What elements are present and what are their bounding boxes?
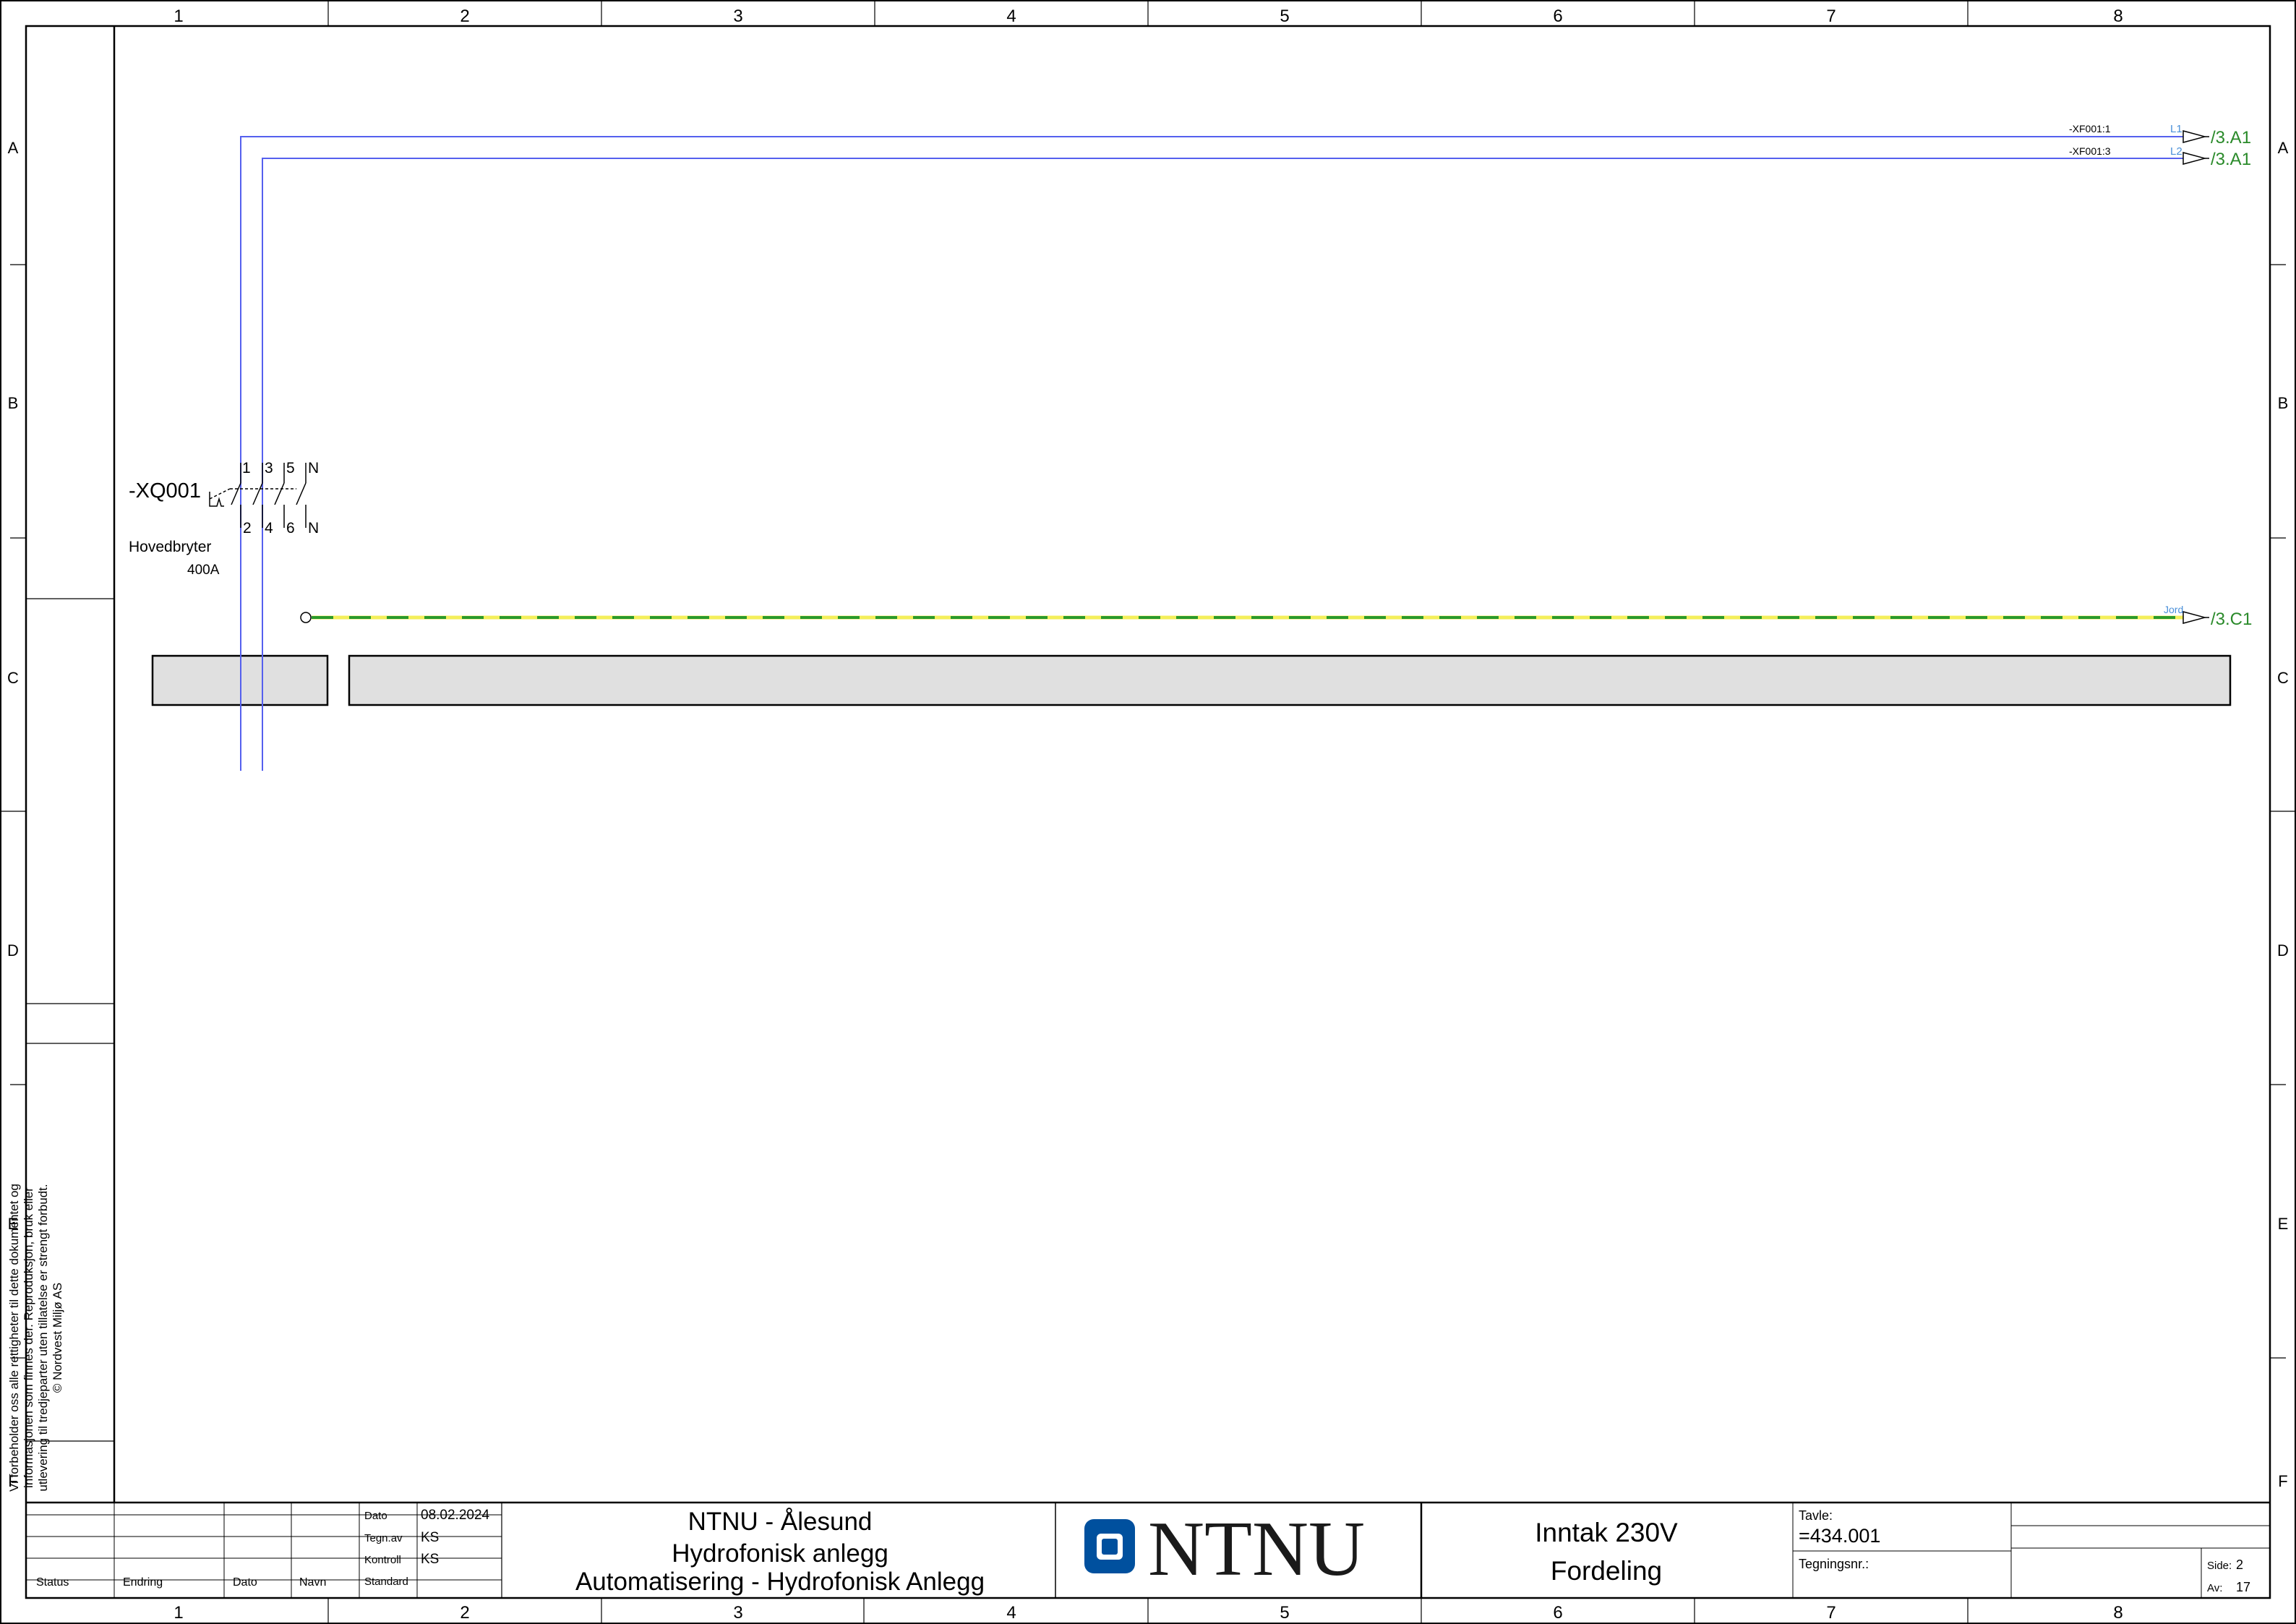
approval-drawn-by: KS	[421, 1530, 439, 1545]
col-label: 6	[1553, 1603, 1562, 1623]
project-line: Automatisering - Hydrofonisk Anlegg	[575, 1568, 985, 1596]
col-label: 2	[460, 1603, 469, 1623]
row-labels-right: A B C D E F	[2277, 139, 2289, 1490]
col-label: 3	[733, 7, 742, 26]
earth-start-terminal	[300, 612, 312, 623]
row-label: B	[8, 394, 19, 412]
row-label: B	[2278, 394, 2289, 412]
row-label: A	[8, 139, 19, 157]
col-label: 1	[174, 1603, 183, 1623]
row-label: D	[2277, 941, 2289, 960]
wire-label-earth: Jord	[2164, 604, 2183, 615]
side-label: Side:	[2207, 1560, 2232, 1572]
revision-header: Endring	[123, 1576, 163, 1589]
column-ticks	[327, 1, 1969, 1623]
inner-border	[25, 25, 2271, 1599]
row-labels-left: A B C D E F	[7, 139, 19, 1490]
tegningsnr-label: Tegningsnr.:	[1799, 1557, 1869, 1571]
device-box-right[interactable]	[348, 654, 2232, 706]
project-title: NTNU - Ålesund Hydrofonisk anlegg Automa…	[575, 1508, 985, 1596]
row-label: A	[2278, 139, 2289, 157]
terminal-number: 3	[265, 460, 273, 476]
cross-ref-target-l2[interactable]: /3.A1	[2211, 150, 2251, 169]
col-label: 7	[1826, 1603, 1835, 1623]
revision-header: Navn	[299, 1576, 326, 1589]
av-label: Av:	[2207, 1582, 2222, 1594]
col-label: 6	[1553, 7, 1562, 26]
revision-headers: Status Endring Dato Navn	[36, 1576, 326, 1589]
col-label: 2	[460, 7, 469, 26]
approval-label: Kontroll	[364, 1554, 401, 1566]
column-labels-top: 1 2 3 4 5 6 7 8	[174, 7, 2122, 26]
switch-rating: 400A	[187, 563, 220, 578]
col-label: 3	[733, 1603, 742, 1623]
copyright-disclaimer: Vi forbeholder oss alle rettigheter til …	[7, 1184, 64, 1492]
row-label: D	[7, 941, 19, 960]
terminal-number: 2	[243, 520, 252, 537]
col-label: 7	[1826, 7, 1835, 26]
terminal-label-l2: -XF001:3	[2069, 145, 2111, 157]
row-label: E	[8, 1215, 19, 1233]
approval-values: 08.02.2024 KS KS	[421, 1508, 490, 1567]
project-line: NTNU - Ålesund	[688, 1508, 873, 1536]
av-value: 17	[2236, 1580, 2250, 1594]
wire-label-l1: L1	[2170, 123, 2183, 135]
approval-date: 08.02.2024	[421, 1508, 490, 1523]
row-ticks	[1, 264, 2295, 1359]
logo-core	[1102, 1539, 1118, 1555]
switch-bottom-terminals: 2 4 6 N	[243, 520, 319, 537]
tavle-label: Tavle:	[1799, 1508, 1833, 1523]
cross-ref-target-earth[interactable]: /3.C1	[2211, 610, 2252, 629]
switch-name: Hovedbryter	[129, 539, 211, 555]
title-block-lines	[26, 1501, 2270, 1598]
terminal-number: 1	[242, 460, 251, 476]
row-label: F	[8, 1472, 17, 1490]
side-value: 2	[2236, 1557, 2243, 1572]
col-label: 5	[1280, 7, 1289, 26]
drawing-title-line: Fordeling	[1551, 1556, 1662, 1586]
drawing-title-line: Inntak 230V	[1535, 1518, 1678, 1547]
col-label: 8	[2113, 1603, 2122, 1623]
col-label: 4	[1006, 1603, 1016, 1623]
cross-ref-target-l1[interactable]: /3.A1	[2211, 128, 2251, 148]
row-label: C	[2277, 669, 2289, 687]
approval-label: Dato	[364, 1510, 387, 1522]
terminal-number: N	[308, 460, 319, 476]
switch-top-terminals: 1 3 5 N	[242, 460, 319, 476]
revision-header: Dato	[233, 1576, 257, 1589]
cross-ref-arrow-l2	[2183, 152, 2207, 165]
switch-tag: -XQ001	[129, 479, 201, 503]
revision-header: Status	[36, 1576, 69, 1589]
main-switch-symbol[interactable]	[209, 463, 307, 528]
drawing-title: Inntak 230V Fordeling	[1535, 1518, 1678, 1586]
project-line: Hydrofonisk anlegg	[672, 1539, 888, 1568]
approval-label: Tegn.av	[364, 1532, 403, 1544]
col-label: 5	[1280, 1603, 1289, 1623]
col-label: 4	[1006, 7, 1016, 26]
column-labels-bottom: 1 2 3 4 5 6 7 8	[174, 1603, 2122, 1623]
cross-ref-arrow-earth	[2183, 611, 2207, 624]
approval-checked-by: KS	[421, 1552, 439, 1567]
cross-ref-arrow-l1	[2183, 130, 2207, 143]
ntnu-logo: NTNU	[1084, 1506, 1365, 1592]
row-label: C	[7, 669, 19, 687]
terminal-label-l1: -XF001:1	[2069, 123, 2111, 134]
col-label: 1	[174, 7, 183, 26]
approval-label: Standard	[364, 1576, 408, 1588]
terminal-number: 5	[286, 460, 295, 476]
logo-wordmark: NTNU	[1148, 1506, 1365, 1592]
tavle-value: =434.001	[1799, 1525, 1880, 1547]
terminal-number: 6	[286, 520, 295, 537]
terminal-number: 4	[265, 520, 273, 537]
col-label: 8	[2113, 7, 2122, 26]
terminal-number: N	[308, 520, 319, 537]
wire-label-l2: L2	[2170, 145, 2183, 158]
approval-fields: Dato Tegn.av Kontroll Standard	[364, 1510, 408, 1588]
row-label: F	[2278, 1472, 2287, 1490]
row-label: E	[2278, 1215, 2289, 1233]
